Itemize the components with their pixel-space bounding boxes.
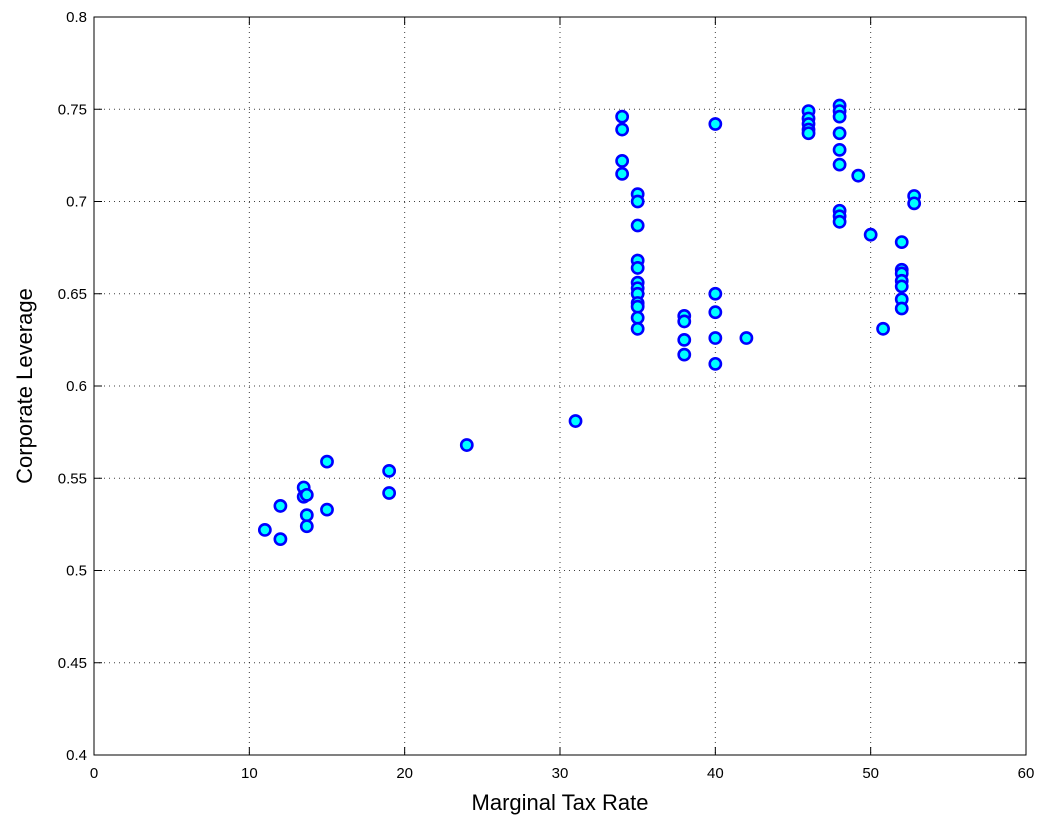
- y-tick-label: 0.4: [66, 747, 87, 764]
- data-point: [832, 109, 847, 124]
- y-tick-label: 0.6: [66, 378, 87, 395]
- data-point: [382, 486, 397, 500]
- y-tick-label: 0.45: [58, 655, 87, 672]
- data-point: [801, 126, 816, 141]
- data-point: [459, 438, 474, 452]
- data-point: [630, 194, 645, 209]
- data-point: [832, 157, 847, 172]
- data-point: [257, 523, 272, 537]
- data-point: [273, 499, 288, 513]
- data-point: [851, 168, 866, 183]
- data-point: [876, 321, 890, 336]
- data-point: [907, 196, 922, 211]
- data-point: [677, 314, 692, 329]
- data-point: [630, 261, 645, 275]
- data-point: [894, 279, 909, 294]
- data-point: [299, 519, 314, 534]
- y-tick-label: 0.75: [58, 101, 87, 118]
- data-point: [382, 463, 397, 478]
- data-point: [568, 414, 583, 428]
- data-point: [739, 331, 754, 345]
- data-point: [832, 126, 847, 141]
- data-point: [615, 154, 630, 168]
- x-tick-label: 20: [396, 765, 413, 782]
- grid: [94, 17, 1026, 755]
- data-point: [630, 299, 645, 314]
- x-tick-label: 60: [1018, 765, 1035, 782]
- data-point: [299, 487, 314, 502]
- x-tick-label: 10: [241, 765, 258, 782]
- x-tick-label: 50: [862, 765, 879, 782]
- data-point: [708, 356, 723, 371]
- y-tick-label: 0.5: [66, 563, 87, 580]
- data-point: [677, 347, 692, 362]
- data-point: [320, 502, 334, 517]
- data-point: [863, 227, 878, 242]
- data-point: [832, 142, 847, 157]
- data-point: [630, 321, 645, 336]
- y-tick-label: 0.65: [58, 286, 87, 303]
- x-tick-label: 40: [707, 765, 724, 782]
- data-point: [615, 122, 630, 137]
- data-point: [894, 235, 909, 249]
- data-point: [615, 166, 630, 181]
- data-point: [273, 532, 288, 547]
- data-point: [708, 305, 723, 320]
- y-tick-label: 0.8: [66, 9, 87, 26]
- data-point: [299, 508, 314, 523]
- y-axis-label: Corporate Leverage: [12, 288, 37, 484]
- data-point: [630, 218, 645, 233]
- x-tick-label: 30: [552, 765, 569, 782]
- axis-ticks: 0 10 20 30 40 50 60 0.4 0.45 0.5 0.55 0.6 0.65 0.7 0.7…: [58, 9, 1035, 782]
- data-point: [320, 454, 334, 469]
- data-point: [832, 214, 847, 229]
- data-point: [630, 310, 645, 325]
- data-points: [257, 98, 922, 547]
- y-tick-label: 0.55: [58, 470, 87, 487]
- data-point: [708, 117, 723, 131]
- data-point: [615, 109, 630, 124]
- data-point: [708, 331, 723, 345]
- x-tick-label: 0: [90, 765, 98, 782]
- y-tick-label: 0.7: [66, 194, 87, 211]
- data-point: [677, 332, 692, 347]
- data-point: [894, 301, 909, 316]
- x-axis-label: Marginal Tax Rate: [472, 790, 649, 815]
- data-point: [708, 286, 723, 301]
